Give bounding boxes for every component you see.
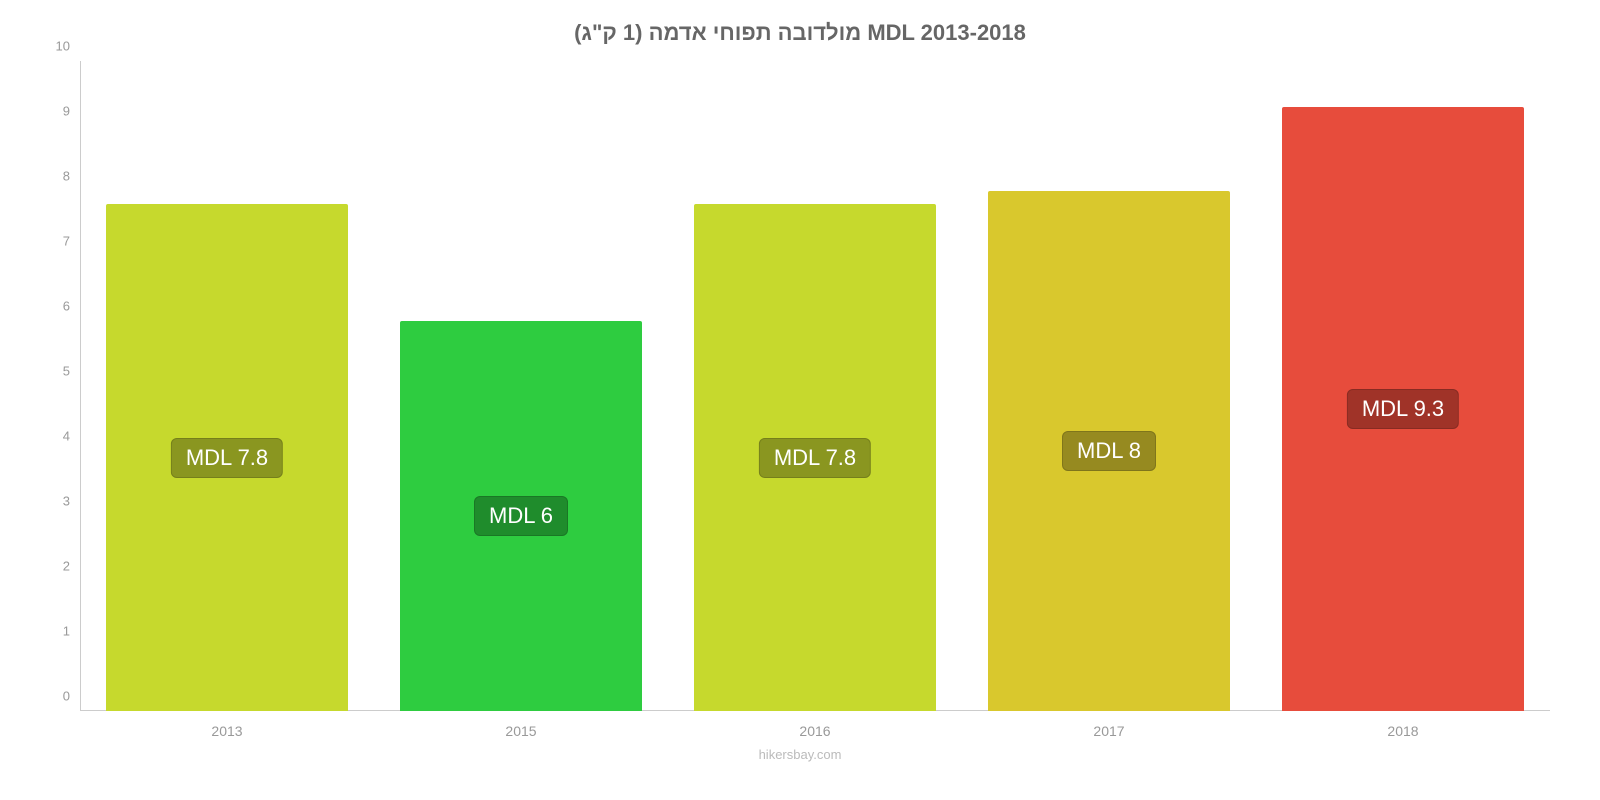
y-tick: 4 [63,429,70,444]
bar-2013: MDL 7.8 [106,204,347,711]
x-label: 2017 [962,723,1256,739]
y-tick: 7 [63,234,70,249]
bar-wrapper: MDL 8 [962,61,1256,711]
y-axis: 0 1 2 3 4 5 6 7 8 9 10 [45,61,75,711]
bar-label: MDL 8 [1062,431,1156,471]
bar-2018: MDL 9.3 [1282,107,1523,712]
y-tick: 9 [63,104,70,119]
bar-label: MDL 7.8 [759,438,871,478]
bar-2017: MDL 8 [988,191,1229,711]
bar-wrapper: MDL 7.8 [668,61,962,711]
y-tick: 5 [63,364,70,379]
x-label: 2018 [1256,723,1550,739]
x-label: 2015 [374,723,668,739]
y-tick: 3 [63,494,70,509]
chart-container: מולדובה תפוחי אדמה (1 ק"ג) MDL 2013-2018… [40,20,1560,760]
y-tick: 0 [63,689,70,704]
bar-2016: MDL 7.8 [694,204,935,711]
bar-label: MDL 9.3 [1347,389,1459,429]
bar-wrapper: MDL 7.8 [80,61,374,711]
y-tick: 8 [63,169,70,184]
bar-label: MDL 7.8 [171,438,283,478]
plot-area: 0 1 2 3 4 5 6 7 8 9 10 MDL 7.8 MDL 6 [80,61,1550,711]
x-label: 2016 [668,723,962,739]
bar-2015: MDL 6 [400,321,641,711]
bar-wrapper: MDL 9.3 [1256,61,1550,711]
bar-label: MDL 6 [474,496,568,536]
bars-container: MDL 7.8 MDL 6 MDL 7.8 MDL 8 MDL [80,61,1550,711]
y-tick: 6 [63,299,70,314]
y-tick: 1 [63,624,70,639]
y-tick: 10 [56,39,70,54]
x-labels: 2013 2015 2016 2017 2018 [80,723,1550,739]
bar-wrapper: MDL 6 [374,61,668,711]
x-label: 2013 [80,723,374,739]
y-tick: 2 [63,559,70,574]
attribution: hikersbay.com [40,747,1560,762]
chart-title: מולדובה תפוחי אדמה (1 ק"ג) MDL 2013-2018 [40,20,1560,46]
